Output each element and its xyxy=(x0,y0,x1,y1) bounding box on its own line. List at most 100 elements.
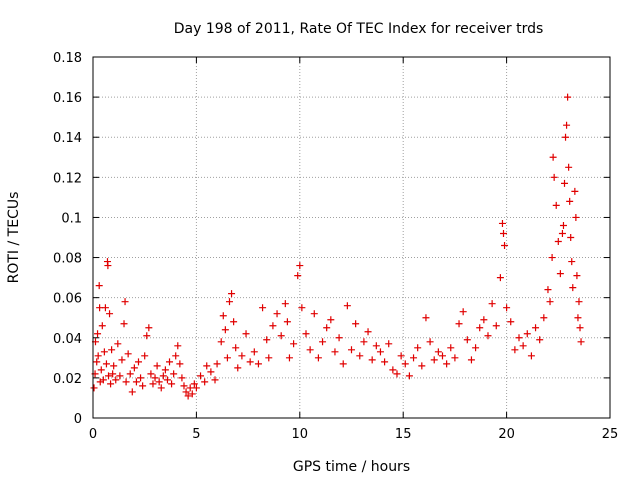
data-point xyxy=(232,344,240,352)
data-point xyxy=(507,318,515,326)
data-point xyxy=(438,352,446,360)
data-point xyxy=(242,330,250,338)
data-point xyxy=(503,304,511,312)
data-point xyxy=(186,384,194,392)
data-point xyxy=(546,298,554,306)
data-point xyxy=(230,318,238,326)
data-point xyxy=(492,322,500,330)
data-point xyxy=(389,366,397,374)
data-point xyxy=(575,298,583,306)
data-point xyxy=(190,380,198,388)
data-point xyxy=(104,262,112,270)
data-point xyxy=(476,324,484,332)
data-point xyxy=(443,360,451,368)
y-axis-label: ROTI / TECUs xyxy=(6,192,22,284)
data-point xyxy=(201,378,209,386)
data-point xyxy=(290,340,298,348)
data-point xyxy=(188,390,196,398)
data-point xyxy=(405,372,413,380)
data-point xyxy=(250,348,258,356)
data-point xyxy=(523,330,531,338)
data-point xyxy=(574,314,582,322)
data-point xyxy=(501,242,509,250)
data-point xyxy=(93,358,101,366)
data-point xyxy=(519,342,527,350)
data-point xyxy=(335,334,343,342)
data-point xyxy=(151,374,159,382)
data-point xyxy=(126,370,134,378)
data-point xyxy=(488,300,496,308)
data-point xyxy=(95,282,103,290)
data-point xyxy=(163,376,171,384)
data-point xyxy=(294,272,302,280)
data-point xyxy=(430,356,438,364)
data-point xyxy=(451,354,459,362)
data-point xyxy=(564,93,572,101)
data-point xyxy=(217,338,225,346)
data-point xyxy=(410,354,418,362)
data-point xyxy=(273,310,281,318)
data-point xyxy=(211,376,219,384)
data-point xyxy=(569,284,577,292)
data-point xyxy=(567,234,575,241)
data-point xyxy=(393,370,401,378)
data-point xyxy=(447,344,455,352)
data-point xyxy=(281,300,289,308)
data-point xyxy=(463,336,471,344)
data-point xyxy=(265,354,273,362)
data-point xyxy=(550,173,558,181)
data-point xyxy=(499,229,507,237)
data-point xyxy=(401,360,409,368)
data-point xyxy=(143,332,151,340)
data-point xyxy=(364,328,372,336)
data-point xyxy=(558,229,566,237)
x-tick-label: 5 xyxy=(192,427,200,442)
data-point xyxy=(122,378,130,386)
data-point xyxy=(124,350,132,358)
data-point xyxy=(556,270,564,278)
data-point xyxy=(114,340,122,348)
plot-frame xyxy=(92,56,611,419)
data-point xyxy=(141,352,149,360)
data-point xyxy=(356,352,364,360)
y-tick-label: 0.08 xyxy=(53,252,82,267)
data-point xyxy=(225,298,233,306)
data-point xyxy=(573,272,581,280)
data-point xyxy=(102,360,110,368)
data-point xyxy=(459,308,467,316)
data-point xyxy=(561,179,569,187)
y-tick-label: 0.14 xyxy=(53,131,82,146)
data-point xyxy=(182,388,190,396)
data-point xyxy=(134,358,142,366)
data-point xyxy=(161,366,169,374)
data-point xyxy=(552,201,560,209)
data-point xyxy=(207,368,215,376)
data-point xyxy=(118,356,126,364)
data-point xyxy=(109,370,117,378)
data-point xyxy=(319,338,327,346)
data-point xyxy=(434,348,442,356)
data-point xyxy=(348,346,355,354)
data-point xyxy=(576,324,584,332)
data-point xyxy=(172,352,180,360)
x-tick-label: 0 xyxy=(89,427,97,442)
data-point xyxy=(360,338,368,346)
data-point xyxy=(100,348,108,356)
data-point xyxy=(197,372,205,380)
data-point xyxy=(472,344,480,352)
data-point xyxy=(98,322,106,330)
data-point xyxy=(563,121,571,129)
data-point xyxy=(105,372,113,380)
data-point xyxy=(110,362,118,370)
data-point xyxy=(116,372,124,380)
data-point xyxy=(192,384,200,392)
data-point xyxy=(310,310,318,318)
data-point xyxy=(422,314,430,322)
chart-title: Day 198 of 2011, Rate Of TEC Index for r… xyxy=(174,21,544,37)
data-point xyxy=(166,358,174,366)
data-point xyxy=(343,302,351,310)
data-point xyxy=(511,346,519,354)
data-point xyxy=(532,324,540,332)
